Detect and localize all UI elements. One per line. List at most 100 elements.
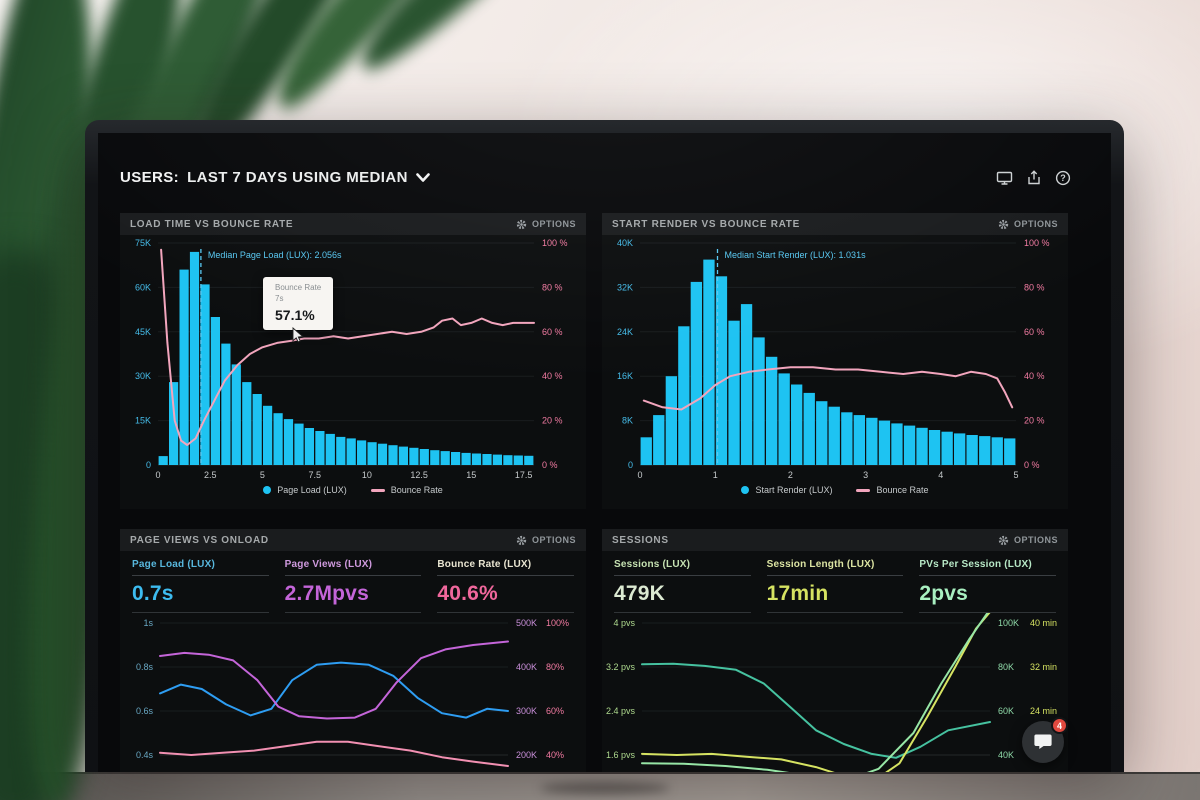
- histogram-bar: [336, 436, 346, 465]
- y-axis-label-left: 30K: [135, 371, 151, 381]
- histogram-bar: [690, 281, 702, 465]
- x-axis-label: 17.5: [515, 470, 533, 480]
- options-button[interactable]: OPTIONS: [998, 535, 1058, 546]
- histogram-bar: [179, 269, 189, 465]
- histogram-bar: [513, 455, 523, 465]
- y-axis-label-left: 32K: [617, 282, 633, 292]
- gear-icon: [998, 219, 1009, 229]
- x-axis-label: 0: [637, 470, 642, 480]
- y-axis-label-right: 100K: [998, 618, 1019, 628]
- legend-swatch-line: [856, 488, 871, 492]
- share-icon[interactable]: [1026, 169, 1042, 186]
- options-button[interactable]: OPTIONS: [998, 219, 1058, 230]
- x-axis-label: 12.5: [410, 470, 428, 480]
- histogram-bar: [966, 435, 978, 465]
- metric-label: Page Views (LUX): [284, 559, 422, 576]
- title-value: LAST 7 DAYS USING MEDIAN: [187, 169, 408, 186]
- panel-header: LOAD TIME VS BOUNCE RATE OPTIONS: [120, 213, 586, 235]
- metrics-row: Sessions (LUX) 479K Session Length (LUX)…: [602, 551, 1068, 613]
- chevron-down-icon: [416, 172, 430, 182]
- histogram-bar: [903, 425, 916, 465]
- histogram-bar: [715, 276, 728, 465]
- display-icon[interactable]: [996, 170, 1013, 186]
- median-annotation: Median Page Load (LUX): 2.056s: [208, 250, 342, 260]
- legend-item: Bounce Rate: [370, 485, 443, 495]
- y-axis-label-left: 15K: [135, 416, 151, 426]
- y-axis-label-right-secondary: 60%: [546, 706, 564, 716]
- y-axis-label-right-secondary: 32 min: [1030, 662, 1057, 672]
- y-axis-label-left: 1.6 pvs: [606, 750, 636, 760]
- options-label: OPTIONS: [531, 535, 576, 545]
- metrics-row: Page Load (LUX) 0.7s Page Views (LUX) 2.…: [120, 551, 586, 613]
- gear-icon: [516, 535, 527, 545]
- legend-item: Start Render (LUX): [741, 485, 832, 495]
- tooltip-value: 57.1%: [275, 306, 315, 323]
- sessions-line-chart: 4 pvs 3.2 pvs 2.4 pvs 1.6 pvs 100K 40 min 80K 3…: [606, 613, 1057, 772]
- histogram-bar: [377, 443, 388, 465]
- y-axis-label-right: 80 %: [1024, 282, 1045, 292]
- panel-title: SESSIONS: [612, 534, 669, 546]
- line-series: [159, 661, 509, 719]
- y-axis-label-left: 8K: [622, 416, 633, 426]
- y-axis-label-left: 3.2 pvs: [606, 662, 636, 672]
- metric-page-views[interactable]: Page Views (LUX) 2.7Mpvs: [284, 559, 422, 613]
- histogram-bar: [878, 420, 891, 465]
- histogram-bar: [803, 392, 815, 465]
- metric-value: 40.6%: [437, 582, 498, 605]
- chat-widget-button[interactable]: 4: [1022, 717, 1068, 763]
- histogram-bar: [263, 405, 273, 465]
- x-axis-label: 10: [362, 470, 372, 480]
- options-button[interactable]: OPTIONS: [516, 535, 576, 546]
- histogram-bar: [200, 284, 210, 465]
- metric-session-length[interactable]: Session Length (LUX) 17min: [766, 559, 904, 613]
- y-axis-label-right: 40K: [998, 750, 1014, 760]
- histogram-bar: [703, 259, 715, 465]
- metric-value: 479K: [614, 582, 666, 605]
- legend-swatch-dot: [263, 486, 272, 494]
- panel-load-time-vs-bounce-rate: LOAD TIME VS BOUNCE RATE OPTIONS Median …: [120, 213, 586, 509]
- histogram-bar: [357, 440, 367, 465]
- metric-page-load[interactable]: Page Load (LUX) 0.7s: [132, 559, 269, 613]
- y-axis-label-right: 100 %: [1024, 238, 1050, 248]
- median-annotation: Median Start Render (LUX): 1.031s: [725, 250, 867, 260]
- line-series: [159, 640, 509, 720]
- y-axis-label-right: 60K: [998, 706, 1014, 716]
- histogram-bar: [283, 419, 294, 465]
- dashboard-screen: USERS: LAST 7 DAYS USING MEDIAN ? LOAD T…: [98, 133, 1111, 772]
- histogram-bar: [665, 376, 677, 465]
- histogram-bar: [221, 343, 231, 465]
- histogram-bar: [169, 382, 179, 465]
- panel-start-render-vs-bounce-rate: START RENDER VS BOUNCE RATE OPTIONS Medi…: [602, 213, 1068, 509]
- dashboard-title-dropdown[interactable]: USERS: LAST 7 DAYS USING MEDIAN: [120, 169, 430, 186]
- metric-pvs-per-session[interactable]: PVs Per Session (LUX) 2pvs: [919, 559, 1057, 613]
- metric-sessions[interactable]: Sessions (LUX) 479K: [614, 559, 751, 613]
- histogram-bar: [492, 454, 502, 465]
- y-axis-label-left: 0: [146, 460, 151, 470]
- metric-bounce-rate[interactable]: Bounce Rate (LUX) 40.6%: [437, 559, 575, 613]
- panel-header: PAGE VIEWS VS ONLOAD OPTIONS: [120, 529, 586, 551]
- y-axis-label-right: 300K: [516, 706, 537, 716]
- options-label: OPTIONS: [531, 219, 576, 229]
- y-axis-label-right-secondary: 40%: [546, 750, 564, 760]
- histogram-bar: [791, 384, 803, 465]
- y-axis-label-left: 0.4s: [136, 750, 154, 760]
- help-icon[interactable]: ?: [1055, 170, 1071, 186]
- histogram-bar: [828, 406, 840, 465]
- chart-legend: Start Render (LUX) Bounce Rate: [602, 485, 1068, 495]
- y-axis-label-right: 80 %: [542, 282, 563, 292]
- options-label: OPTIONS: [1013, 535, 1058, 545]
- histogram-bar: [524, 455, 534, 465]
- y-axis-label-left: 16K: [617, 371, 633, 381]
- histogram-bar: [367, 442, 377, 465]
- svg-text:?: ?: [1060, 173, 1066, 183]
- mouse-cursor-icon: [292, 327, 304, 343]
- histogram-bar: [640, 437, 652, 466]
- start-render-histogram-chart: Median Start Render (LUX): 1.031s 40K 32K 2…: [617, 238, 1050, 480]
- line-series: [641, 613, 991, 772]
- line-series: [641, 613, 989, 772]
- laptop-logo-blur: [540, 782, 670, 794]
- options-button[interactable]: OPTIONS: [516, 219, 576, 230]
- panel-title: PAGE VIEWS VS ONLOAD: [130, 534, 269, 546]
- panel-header: SESSIONS OPTIONS: [602, 529, 1068, 551]
- chart-legend: Page Load (LUX) Bounce Rate: [120, 485, 586, 495]
